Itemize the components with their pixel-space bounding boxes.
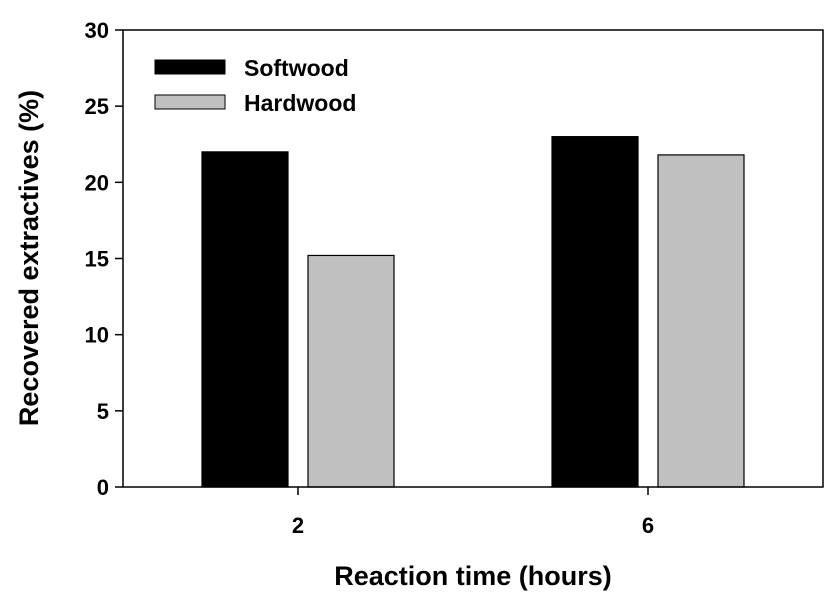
x-axis-label: Reaction time (hours) — [334, 561, 612, 591]
y-axis-label: Recovered extractives (%) — [14, 90, 44, 426]
x-tick-label-2: 2 — [292, 513, 304, 538]
bar-softwood-6 — [551, 136, 639, 488]
ticks-group: 0 5 10 15 20 25 30 2 6 — [85, 18, 655, 538]
legend-label-hardwood: Hardwood — [244, 90, 356, 116]
y-tick-label-0: 0 — [97, 475, 109, 500]
x-tick-label-6: 6 — [642, 513, 654, 538]
bar-hardwood-2 — [307, 254, 395, 488]
legend-swatch-hardwood — [154, 94, 226, 110]
legend-label-softwood: Softwood — [244, 55, 349, 81]
bar-hardwood-6 — [657, 154, 745, 488]
y-tick-label-5: 5 — [97, 399, 109, 424]
y-tick-label-20: 20 — [85, 170, 109, 195]
bar-softwood-2 — [201, 151, 289, 488]
y-tick-label-25: 25 — [85, 94, 109, 119]
y-tick-label-15: 15 — [85, 247, 109, 272]
y-tick-label-30: 30 — [85, 18, 109, 43]
legend-swatch-softwood — [154, 59, 226, 75]
y-tick-label-10: 10 — [85, 323, 109, 348]
plot-frame — [122, 29, 824, 488]
legend: Softwood Hardwood — [154, 55, 356, 116]
bars-group — [201, 136, 745, 488]
